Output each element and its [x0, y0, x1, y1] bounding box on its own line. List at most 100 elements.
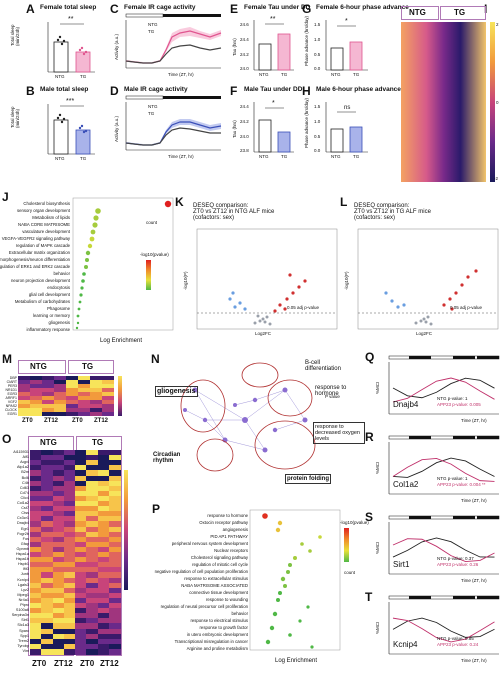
heatmap-cell [97, 648, 110, 655]
heatmap-cell [75, 633, 87, 640]
heatmap-cell [52, 557, 65, 564]
heatmap-cell [30, 557, 42, 564]
heatmap-cell [52, 618, 65, 625]
heatmap-cell [52, 648, 65, 655]
heatmap-cell [108, 475, 121, 482]
gene-label: EGR1 [7, 412, 17, 416]
term-label: NABA MATRISOME ASSOCIATED [181, 583, 248, 588]
heatmap-cell [54, 412, 66, 416]
gene-label: VGF2 [7, 400, 17, 404]
heatmap-cell [75, 546, 87, 553]
heatmap-cell [108, 450, 121, 456]
heatmap-cell [75, 597, 87, 604]
heatmap-cell [75, 455, 87, 462]
heatmap-cell [41, 643, 54, 650]
term-label: cell morphogenesis/neuron differentiatio… [0, 257, 70, 262]
group-tg: TG [281, 154, 288, 159]
heatmap-cell [75, 536, 87, 543]
heatmap-cell [41, 506, 54, 513]
panel-label: K [175, 195, 184, 209]
panel-label: L [340, 195, 348, 209]
gene-label: Ai115931 [13, 450, 29, 454]
heatmap-cell [102, 376, 114, 380]
heatmap-cell [108, 633, 121, 640]
heatmap-cell [97, 587, 110, 594]
heatmap-cell [108, 552, 121, 558]
heatmap-cell [30, 536, 42, 543]
x-axis-label: Log2FC [416, 331, 433, 336]
y-axis-label: Total sleep (min/24h) [10, 24, 20, 46]
gene-label: DBP [9, 376, 17, 380]
time-course-chart [388, 355, 500, 415]
ytick: 24.2 [240, 52, 249, 57]
heatmap-cell [41, 516, 54, 523]
heatmap-cell [108, 495, 121, 502]
heatmap-cell [75, 516, 87, 523]
heatmap-cell [108, 603, 121, 609]
heatmap-cell [75, 572, 87, 579]
heatmap-cell [108, 572, 121, 579]
heatmap-cell [18, 404, 30, 408]
legend-ntg: NTG [148, 22, 158, 27]
heatmap-cell [86, 623, 99, 630]
panel-title: Female Tau under DD [244, 4, 311, 11]
heatmap-cell [52, 470, 65, 477]
heatmap-cell [42, 384, 54, 388]
gene-label: Dnajb4 [16, 521, 29, 526]
heatmap-cell [78, 376, 90, 380]
heatmap-cell [108, 526, 121, 533]
heatmap-cell [86, 648, 99, 655]
heatmap-cell [86, 450, 99, 456]
tg-pvalue: APP23 p-value: 0.005 [437, 402, 481, 407]
group-ntg: NTG [409, 8, 426, 17]
heatmap-cell [41, 633, 54, 640]
heatmap-cell [97, 597, 110, 604]
heatmap-cell [108, 521, 121, 528]
significance: * [272, 100, 275, 107]
heatmap-cell [108, 490, 121, 497]
heatmap-cell [30, 495, 42, 502]
heatmap-cell [52, 587, 65, 594]
heatmap-cell [78, 380, 90, 384]
heatmap-cell [66, 412, 78, 416]
heatmap-cell [78, 388, 90, 392]
heatmap-cell [63, 490, 76, 497]
y-axis-label: Phase advance (hrs/day) [304, 97, 309, 148]
heatmap-cell [86, 521, 99, 528]
heatmap-cell [75, 557, 87, 564]
heatmap-cell [52, 541, 65, 548]
gene-label: Lgals3 [17, 582, 29, 587]
heatmap-cell [63, 475, 76, 482]
panel-p: P response to hormone Oxtocin receptor pa… [140, 500, 369, 670]
heatmap-cell [41, 552, 54, 558]
heatmap-cell [41, 475, 54, 482]
heatmap-cell [41, 511, 54, 518]
heatmap-cell [18, 400, 30, 404]
heatmap-cell [30, 465, 42, 472]
term-label: regulation of neural precursor cell prol… [160, 604, 248, 609]
panel-j: J Cholesterol biosynthesis sensory organ … [0, 190, 175, 350]
heatmap-cell [63, 485, 76, 492]
ntg-pvalue: NTG p-value: 0.37 [437, 556, 474, 561]
scale: 2 [496, 22, 499, 27]
x-axis-label: Time (ZT, hr) [168, 154, 194, 159]
heatmap-cell [30, 546, 42, 553]
heatmap-cell [41, 480, 54, 487]
heatmap-cell [63, 562, 76, 569]
heatmap-cell [108, 536, 121, 543]
heatmap-cell [66, 404, 78, 408]
heatmap-cell [108, 455, 121, 462]
panel-label: C [110, 2, 119, 16]
heatmap-cell [97, 562, 110, 569]
heatmap-cell [90, 376, 102, 380]
line-chart-c [125, 13, 222, 69]
heatmap-cell [30, 567, 42, 574]
heatmap-cell [52, 521, 65, 528]
tg-pvalue: APP23 p-value: 0.24 [437, 642, 479, 647]
heatmap-cell [18, 412, 30, 416]
heatmap-cell [97, 552, 110, 558]
time-label: ZT0 [72, 418, 83, 424]
heatmap-cell [86, 587, 99, 594]
legend-tg: TG [148, 29, 155, 34]
heatmap-cell [30, 531, 42, 538]
